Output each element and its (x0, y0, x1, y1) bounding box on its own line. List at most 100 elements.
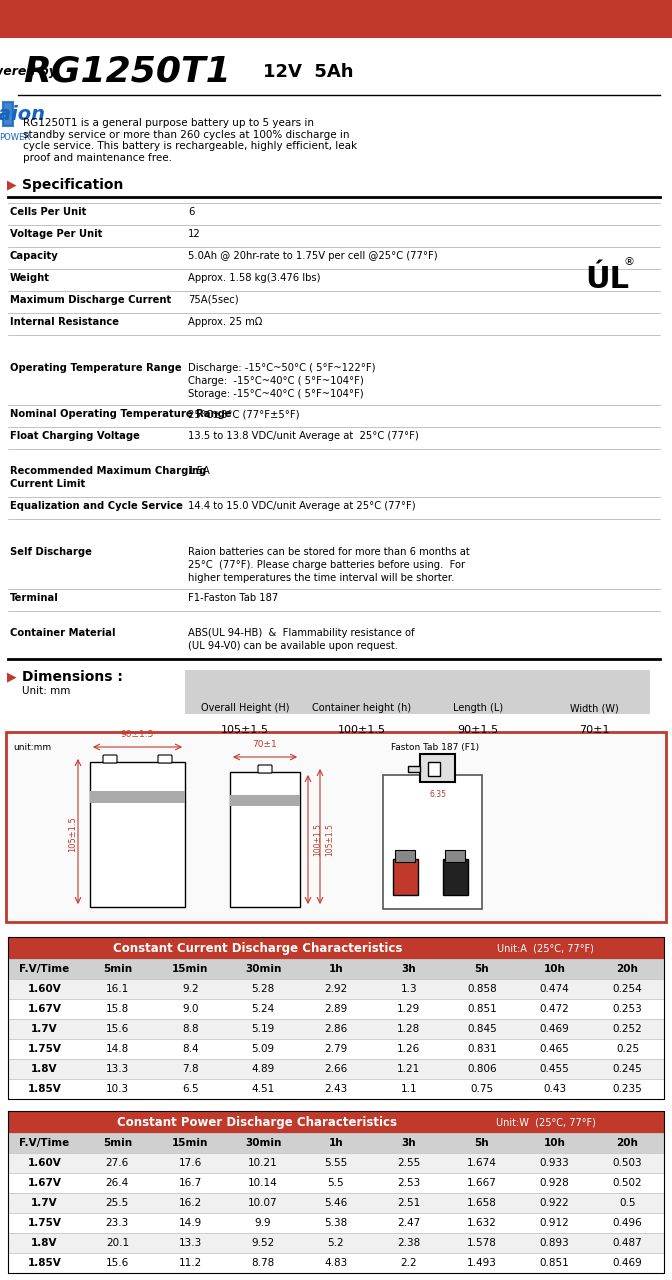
FancyBboxPatch shape (445, 850, 465, 861)
Text: Nominal Operating Temperature Range: Nominal Operating Temperature Range (10, 410, 232, 419)
Text: 5.0Ah @ 20hr-rate to 1.75V per cell @25°C (77°F): 5.0Ah @ 20hr-rate to 1.75V per cell @25°… (188, 251, 437, 261)
Text: 0.245: 0.245 (613, 1064, 642, 1074)
Text: 100±1.5: 100±1.5 (313, 823, 322, 856)
FancyBboxPatch shape (90, 791, 185, 803)
Text: 70±1: 70±1 (579, 724, 609, 735)
Text: 0.472: 0.472 (540, 1004, 570, 1014)
Text: 5.55: 5.55 (325, 1158, 347, 1169)
FancyBboxPatch shape (383, 774, 482, 909)
Text: 0.465: 0.465 (540, 1044, 570, 1053)
Text: Discharge: -15°C~50°C ( 5°F~122°F)
Charge:  -15°C~40°C ( 5°F~104°F)
Storage: -15: Discharge: -15°C~50°C ( 5°F~122°F) Charg… (188, 364, 376, 399)
Text: 16.2: 16.2 (179, 1198, 202, 1208)
Text: 23.3: 23.3 (106, 1219, 129, 1228)
Text: 0.928: 0.928 (540, 1178, 570, 1188)
Text: Cells Per Unit: Cells Per Unit (10, 207, 87, 218)
Text: ABS(UL 94-HB)  &  Flammability resistance of
(UL 94-V0) can be available upon re: ABS(UL 94-HB) & Flammability resistance … (188, 628, 415, 652)
Text: 0.5: 0.5 (620, 1198, 636, 1208)
FancyBboxPatch shape (8, 1253, 664, 1274)
Text: 0.851: 0.851 (540, 1258, 570, 1268)
Text: ®: ® (624, 257, 634, 268)
Text: RG1250T1 is a general purpose battery up to 5 years in
standby service or more t: RG1250T1 is a general purpose battery up… (23, 118, 357, 163)
Text: 15.6: 15.6 (106, 1024, 129, 1034)
FancyBboxPatch shape (395, 850, 415, 861)
Text: 100±1.5: 100±1.5 (337, 724, 385, 735)
Text: ÚL: ÚL (585, 265, 629, 294)
Text: ▶: ▶ (7, 671, 17, 684)
FancyBboxPatch shape (8, 1133, 664, 1153)
Text: 6.35: 6.35 (429, 790, 446, 799)
Text: 2.43: 2.43 (325, 1084, 347, 1094)
Text: 27.6: 27.6 (106, 1158, 129, 1169)
Text: 5h: 5h (474, 1138, 489, 1148)
Text: 1.60V: 1.60V (28, 1158, 61, 1169)
FancyBboxPatch shape (103, 755, 117, 763)
Text: 8.4: 8.4 (182, 1044, 198, 1053)
Text: 15.8: 15.8 (106, 1004, 129, 1014)
Text: 70±1: 70±1 (253, 740, 278, 749)
Text: 0.252: 0.252 (613, 1024, 642, 1034)
Text: 1h: 1h (329, 1138, 343, 1148)
FancyBboxPatch shape (3, 102, 13, 125)
Text: 1.493: 1.493 (467, 1258, 497, 1268)
Text: 0.893: 0.893 (540, 1238, 570, 1248)
Text: 11.2: 11.2 (179, 1258, 202, 1268)
Text: 12: 12 (188, 229, 201, 239)
Text: POWER: POWER (0, 133, 30, 142)
Text: RG1250T1: RG1250T1 (23, 55, 230, 90)
Text: Self Discharge: Self Discharge (10, 547, 92, 557)
Text: 1.667: 1.667 (467, 1178, 497, 1188)
Text: Internal Resistance: Internal Resistance (10, 317, 119, 326)
Text: 2.2: 2.2 (401, 1258, 417, 1268)
Text: 2.53: 2.53 (397, 1178, 421, 1188)
Text: Raion: Raion (0, 105, 46, 124)
Text: unit:mm: unit:mm (13, 742, 51, 751)
Text: 2.92: 2.92 (325, 984, 347, 995)
Text: 4.89: 4.89 (251, 1064, 275, 1074)
Text: 16.1: 16.1 (106, 984, 129, 995)
Text: Equalization and Cycle Service: Equalization and Cycle Service (10, 500, 183, 511)
Text: 1.632: 1.632 (467, 1219, 497, 1228)
Text: 5min: 5min (103, 964, 132, 974)
FancyBboxPatch shape (8, 998, 664, 1019)
Text: 1.674: 1.674 (467, 1158, 497, 1169)
Text: Width (W): Width (W) (569, 703, 618, 713)
Text: 1.26: 1.26 (397, 1044, 421, 1053)
Text: 20h: 20h (617, 964, 638, 974)
Text: 0.469: 0.469 (540, 1024, 570, 1034)
Text: 9.2: 9.2 (182, 984, 198, 995)
Text: 14.9: 14.9 (179, 1219, 202, 1228)
Text: 5.46: 5.46 (325, 1198, 347, 1208)
Text: 2.51: 2.51 (397, 1198, 421, 1208)
Text: 16.7: 16.7 (179, 1178, 202, 1188)
Text: Faston Tab 187 (F1): Faston Tab 187 (F1) (391, 742, 479, 751)
Text: 1.578: 1.578 (467, 1238, 497, 1248)
Text: 0.912: 0.912 (540, 1219, 570, 1228)
Text: 20.1: 20.1 (106, 1238, 129, 1248)
FancyBboxPatch shape (90, 762, 185, 908)
Text: 90±1.5: 90±1.5 (121, 730, 154, 739)
FancyBboxPatch shape (8, 1233, 664, 1253)
Text: Container Material: Container Material (10, 628, 116, 637)
Text: 5.5: 5.5 (328, 1178, 344, 1188)
Text: 75A(5sec): 75A(5sec) (188, 294, 239, 305)
Text: 3h: 3h (402, 1138, 416, 1148)
Text: 8.78: 8.78 (251, 1258, 275, 1268)
FancyBboxPatch shape (158, 755, 172, 763)
Text: Capacity: Capacity (10, 251, 58, 261)
Text: 1.67V: 1.67V (28, 1004, 61, 1014)
Text: 0.922: 0.922 (540, 1198, 570, 1208)
Text: 25.5: 25.5 (106, 1198, 129, 1208)
Text: 14.4 to 15.0 VDC/unit Average at 25°C (77°F): 14.4 to 15.0 VDC/unit Average at 25°C (7… (188, 500, 415, 511)
Text: 0.503: 0.503 (613, 1158, 642, 1169)
Text: Approx. 25 mΩ: Approx. 25 mΩ (188, 317, 262, 326)
Text: 0.75: 0.75 (470, 1084, 493, 1094)
Text: 1.75V: 1.75V (28, 1219, 61, 1228)
Text: Unit: mm: Unit: mm (22, 686, 71, 696)
Text: Constant Power Discharge Characteristics: Constant Power Discharge Characteristics (118, 1115, 397, 1129)
Text: 1.3: 1.3 (401, 984, 417, 995)
Text: 2.66: 2.66 (325, 1064, 347, 1074)
Text: 0.851: 0.851 (467, 1004, 497, 1014)
FancyBboxPatch shape (408, 765, 420, 772)
Text: Unit:W  (25°C, 77°F): Unit:W (25°C, 77°F) (496, 1117, 596, 1126)
Text: 1.60V: 1.60V (28, 984, 61, 995)
